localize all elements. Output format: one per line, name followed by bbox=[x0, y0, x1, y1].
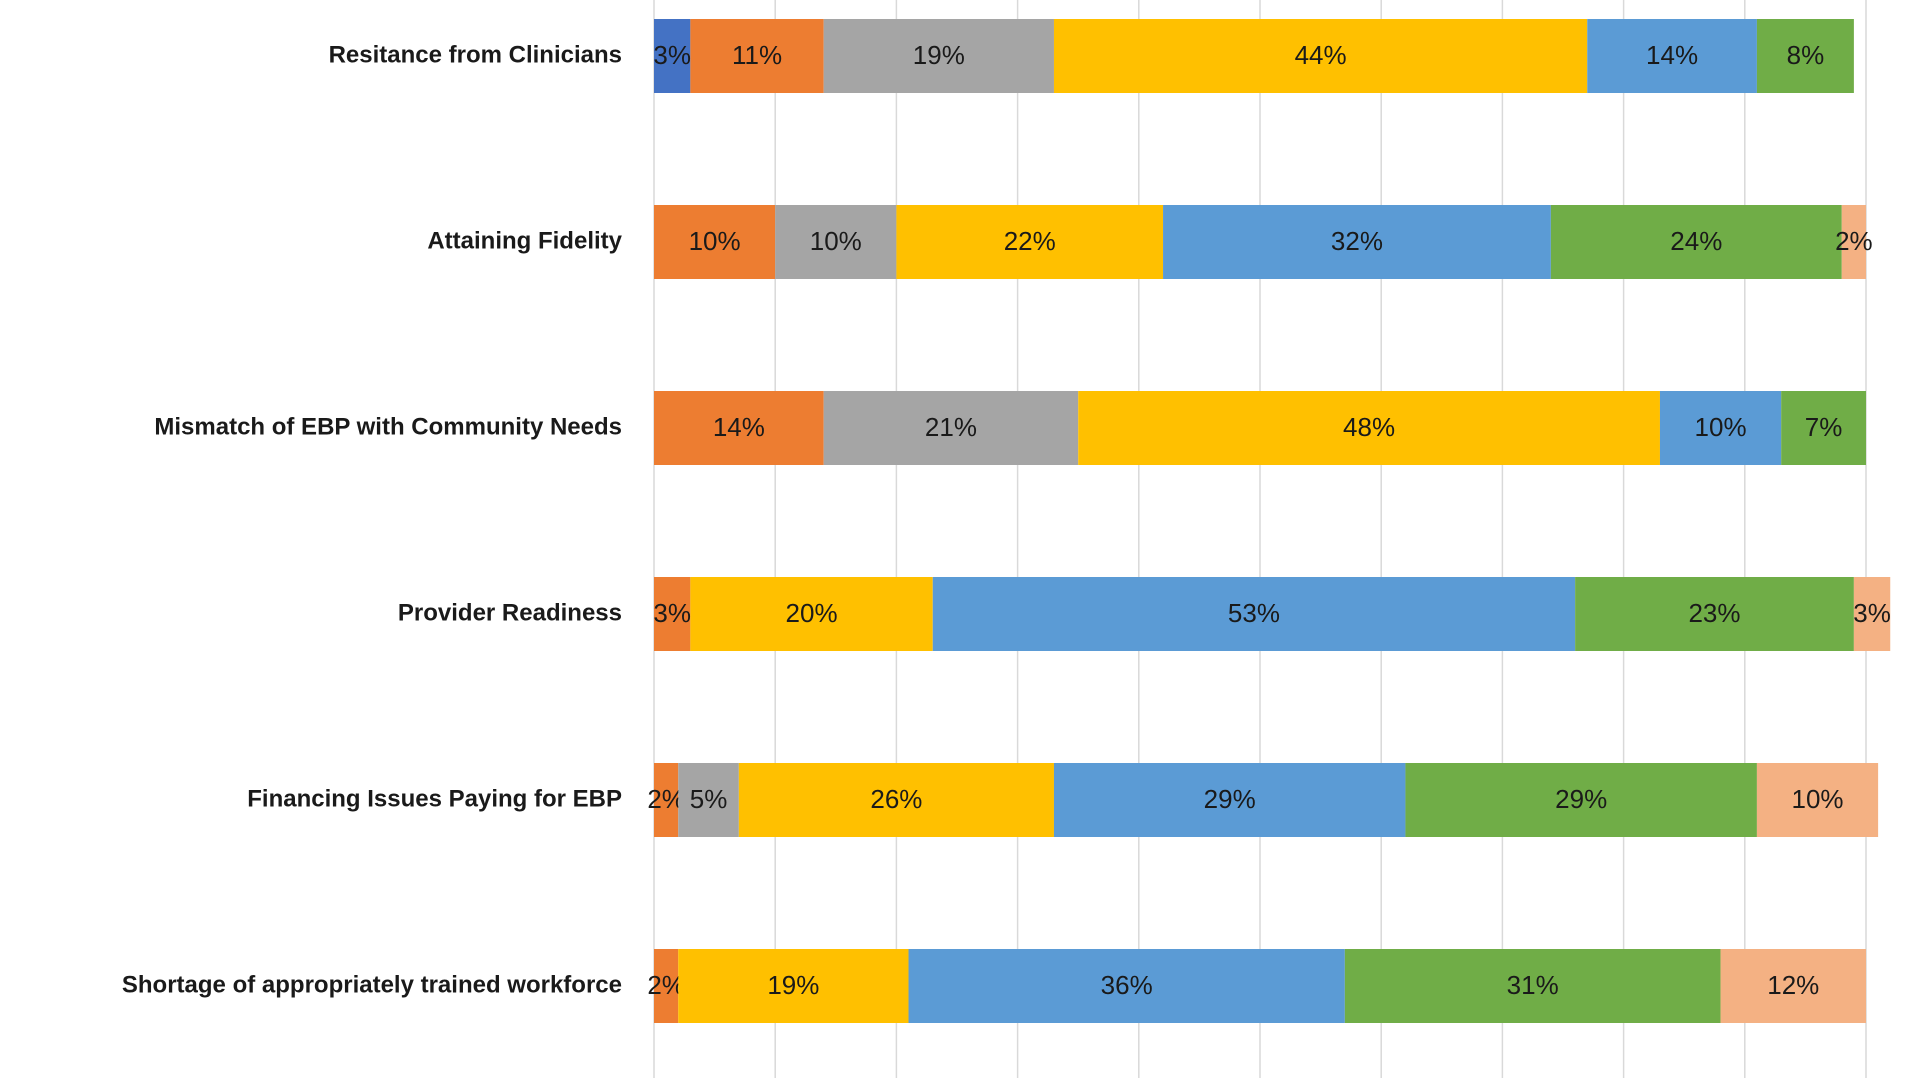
data-label: 5% bbox=[690, 784, 728, 814]
bar-segment bbox=[1163, 205, 1551, 279]
bar-segment bbox=[932, 577, 1576, 651]
bar-segment bbox=[823, 391, 1079, 465]
data-label: 19% bbox=[767, 970, 819, 1000]
bar-segment bbox=[896, 205, 1164, 279]
data-label: 53% bbox=[1228, 598, 1280, 628]
data-label: 48% bbox=[1343, 412, 1395, 442]
bar-segment bbox=[1756, 763, 1879, 837]
bar-segment bbox=[823, 19, 1054, 93]
bar-segment bbox=[654, 763, 679, 837]
bar-segment bbox=[1587, 19, 1757, 93]
data-label: 20% bbox=[786, 598, 838, 628]
bar-segment bbox=[654, 391, 824, 465]
bar-segment bbox=[678, 763, 739, 837]
data-label: 10% bbox=[1791, 784, 1843, 814]
category-label: Mismatch of EBP with Community Needs bbox=[154, 413, 622, 440]
category-label: Provider Readiness bbox=[398, 599, 622, 626]
bar-segment bbox=[1550, 205, 1842, 279]
data-label: 44% bbox=[1295, 40, 1347, 70]
bar-segment bbox=[1720, 949, 1866, 1023]
bar-segment bbox=[1405, 763, 1757, 837]
data-label: 22% bbox=[1004, 226, 1056, 256]
bar-segment bbox=[654, 949, 679, 1023]
data-label: 7% bbox=[1805, 412, 1843, 442]
data-label: 29% bbox=[1204, 784, 1256, 814]
data-label: 8% bbox=[1787, 40, 1825, 70]
bar-segment bbox=[654, 19, 691, 93]
bar-segment bbox=[775, 205, 897, 279]
data-label: 14% bbox=[713, 412, 765, 442]
data-label: 23% bbox=[1688, 598, 1740, 628]
data-label: 12% bbox=[1767, 970, 1819, 1000]
bar-segment bbox=[690, 19, 824, 93]
data-label: 29% bbox=[1555, 784, 1607, 814]
data-label: 14% bbox=[1646, 40, 1698, 70]
data-label: 10% bbox=[689, 226, 741, 256]
bar-segment bbox=[1659, 391, 1782, 465]
bar-segment bbox=[654, 205, 776, 279]
bar-segment bbox=[1756, 19, 1854, 93]
bar-segment bbox=[1053, 763, 1406, 837]
data-label: 19% bbox=[913, 40, 965, 70]
category-label: Resitance from Clinicians bbox=[329, 41, 622, 68]
data-label: 21% bbox=[925, 412, 977, 442]
bar-segment bbox=[1853, 577, 1891, 651]
data-label: 36% bbox=[1101, 970, 1153, 1000]
bar-segment bbox=[690, 577, 933, 651]
data-label: 31% bbox=[1507, 970, 1559, 1000]
category-label: Attaining Fidelity bbox=[427, 227, 622, 254]
bar-segment bbox=[1781, 391, 1866, 465]
bar-segment bbox=[908, 949, 1345, 1023]
data-label: 11% bbox=[732, 40, 782, 70]
bar-segment bbox=[678, 949, 909, 1023]
data-label: 3% bbox=[1853, 598, 1891, 628]
data-label: 2% bbox=[1835, 226, 1873, 256]
category-label: Financing Issues Paying for EBP bbox=[247, 785, 622, 812]
data-label: 24% bbox=[1670, 226, 1722, 256]
data-label: 10% bbox=[1695, 412, 1747, 442]
bar-segment bbox=[1078, 391, 1660, 465]
bar-segment bbox=[1841, 205, 1866, 279]
bar-segment bbox=[1575, 577, 1854, 651]
bar-segment bbox=[738, 763, 1054, 837]
data-label: 26% bbox=[870, 784, 922, 814]
data-label: 32% bbox=[1331, 226, 1383, 256]
bar-segment bbox=[654, 577, 691, 651]
data-label: 3% bbox=[653, 598, 691, 628]
data-label: 3% bbox=[653, 40, 691, 70]
bar-segment bbox=[1344, 949, 1721, 1023]
data-label: 10% bbox=[810, 226, 862, 256]
bar-segment bbox=[1053, 19, 1588, 93]
category-label: Shortage of appropriately trained workfo… bbox=[122, 971, 622, 998]
